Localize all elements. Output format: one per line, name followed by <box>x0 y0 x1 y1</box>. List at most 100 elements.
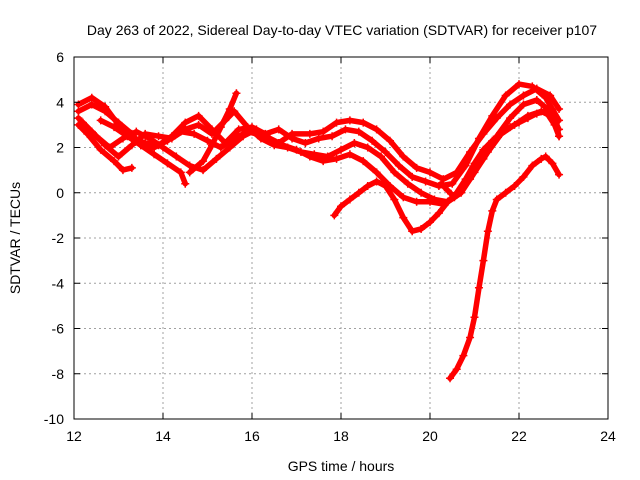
data-point <box>330 211 339 220</box>
data-point <box>434 209 443 218</box>
data-point <box>154 132 163 141</box>
data-point <box>394 161 403 170</box>
data-point <box>546 91 555 100</box>
data-point <box>488 206 497 215</box>
y-tick-label: -6 <box>52 321 65 337</box>
data-point <box>105 143 114 152</box>
data-point <box>319 157 328 166</box>
data-point <box>185 161 194 170</box>
data-point <box>110 157 119 166</box>
data-point <box>501 188 510 197</box>
data-point <box>363 143 372 152</box>
x-tick-label: 12 <box>66 428 82 444</box>
data-point <box>548 159 557 168</box>
data-point <box>332 118 341 127</box>
data-point <box>127 163 136 172</box>
data-point <box>221 138 230 147</box>
y-tick-label: -2 <box>52 230 65 246</box>
data-point <box>314 134 323 143</box>
data-point <box>252 125 261 134</box>
data-point <box>136 141 145 150</box>
data-point <box>523 114 532 123</box>
data-point <box>474 283 483 292</box>
data-point <box>239 132 248 141</box>
data-point <box>132 127 141 136</box>
data-point <box>446 374 455 383</box>
data-point <box>328 132 337 141</box>
series-pass-10 <box>437 179 459 202</box>
data-point <box>385 136 394 145</box>
data-point <box>399 213 408 222</box>
data-point <box>408 172 417 181</box>
data-point <box>448 179 457 188</box>
data-point <box>550 120 559 129</box>
data-point <box>87 93 96 102</box>
data-point <box>537 154 546 163</box>
series-pass-6 <box>96 116 190 188</box>
data-point <box>78 118 87 127</box>
data-point <box>519 100 528 109</box>
x-tick-label: 16 <box>244 428 260 444</box>
data-point <box>528 161 537 170</box>
data-point <box>403 179 412 188</box>
data-point <box>301 138 310 147</box>
data-point <box>74 120 83 129</box>
data-point <box>332 154 341 163</box>
data-point <box>363 181 372 190</box>
y-tick-label: -10 <box>44 411 64 427</box>
data-point <box>199 157 208 166</box>
data-point <box>479 145 488 154</box>
data-point <box>225 105 234 114</box>
data-point <box>181 179 190 188</box>
data-point <box>421 177 430 186</box>
data-point <box>354 188 363 197</box>
data-point <box>390 195 399 204</box>
chart-title: Day 263 of 2022, Sidereal Day-to-day VTE… <box>87 22 597 38</box>
data-point <box>87 100 96 109</box>
data-point <box>243 123 252 132</box>
data-point <box>118 166 127 175</box>
data-point <box>470 313 479 322</box>
data-point <box>123 132 132 141</box>
data-point <box>492 195 501 204</box>
data-point <box>426 168 434 177</box>
y-axis-label: SDTVAR / TECUs <box>7 182 23 294</box>
data-point <box>199 166 208 175</box>
data-point <box>181 125 190 134</box>
data-point <box>515 118 523 127</box>
data-point <box>555 170 564 179</box>
data-point <box>368 136 377 145</box>
data-point <box>96 116 105 125</box>
data-point <box>519 91 528 100</box>
data-point <box>541 93 550 102</box>
data-point <box>341 125 350 134</box>
data-point <box>541 107 550 116</box>
x-tick-label: 22 <box>511 428 527 444</box>
data-point <box>167 134 176 143</box>
data-point <box>194 111 203 120</box>
x-tick-label: 18 <box>333 428 349 444</box>
data-point <box>292 145 301 154</box>
data-series <box>74 80 564 383</box>
data-point <box>515 80 523 89</box>
series-line <box>447 153 562 382</box>
data-point <box>412 163 421 172</box>
data-point <box>461 175 470 184</box>
y-tick-label: 2 <box>56 140 64 156</box>
data-point <box>506 123 515 132</box>
data-point <box>232 89 241 98</box>
y-tick-label: -8 <box>52 366 65 382</box>
y-tick-label: 6 <box>56 49 64 65</box>
data-point <box>345 116 354 125</box>
data-point <box>305 152 314 161</box>
data-point <box>501 91 510 100</box>
data-point <box>150 150 159 159</box>
data-point <box>92 132 101 141</box>
data-point <box>466 333 475 342</box>
data-point <box>417 224 426 233</box>
data-point <box>426 218 434 227</box>
data-point <box>74 114 83 123</box>
data-point <box>377 152 386 161</box>
data-point <box>541 152 550 161</box>
